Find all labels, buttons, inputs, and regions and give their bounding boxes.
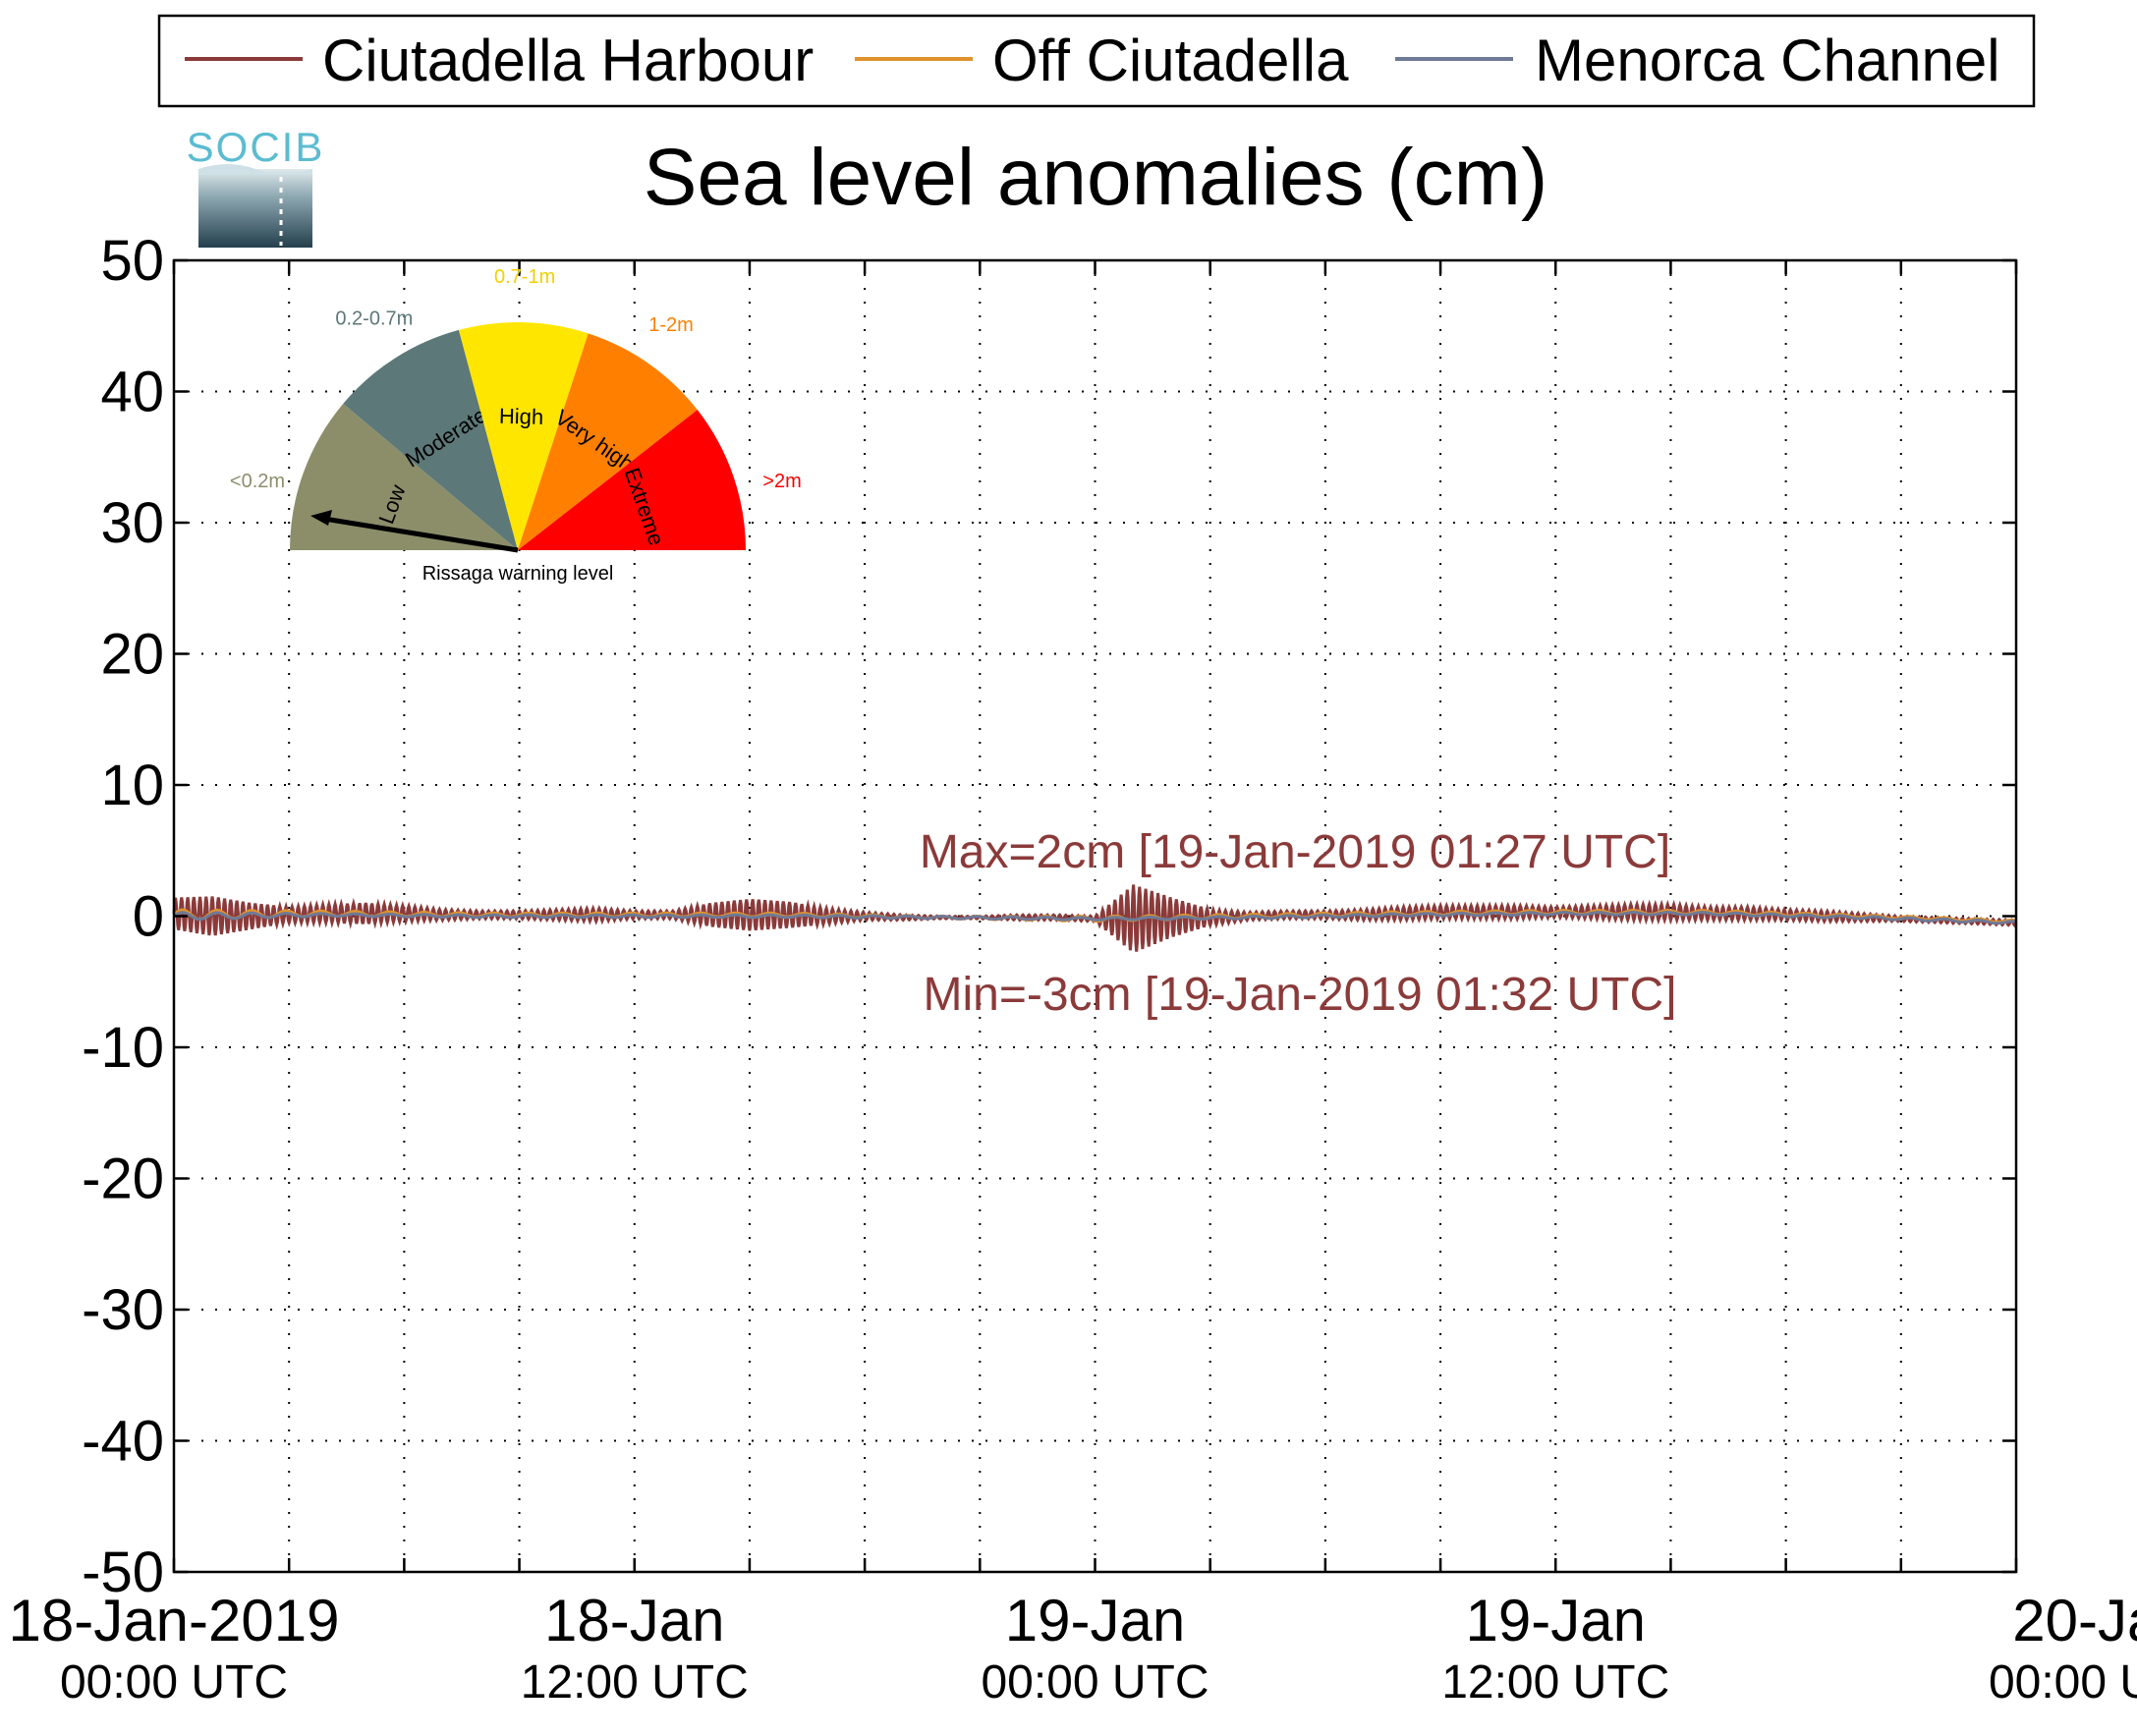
max-annotation: Max=2cm [19-Jan-2019 01:27 UTC] — [920, 826, 1670, 878]
gauge-sector-very-high — [518, 333, 698, 550]
x-tick-label-date: 19-Jan — [1466, 1588, 1646, 1653]
gauge-range-label-very-high: 1-2m — [648, 314, 694, 336]
gauge-title: Rissaga warning level — [422, 563, 614, 585]
socib-logo: SOCIB — [187, 124, 325, 248]
x-tick-label-time: 00:00 UTC — [981, 1656, 1209, 1708]
logo-wave — [198, 164, 312, 175]
x-tick-label-time: 12:00 UTC — [1441, 1656, 1669, 1708]
x-tick-label-date: 18-Jan — [544, 1588, 724, 1653]
chart-title: Sea level anomalies (cm) — [644, 133, 1548, 222]
y-tick-label: 40 — [100, 361, 164, 424]
y-tick-label: 20 — [100, 623, 164, 687]
gauge-range-label-low: <0.2m — [230, 471, 285, 492]
gauge-range-label-extreme: >2m — [762, 471, 801, 492]
x-tick-label-date: 19-Jan — [1005, 1588, 1185, 1653]
y-tick-label: -30 — [82, 1278, 164, 1342]
logo-water-block — [198, 169, 312, 248]
gauge-sector-high — [458, 322, 589, 550]
gauge-range-label-moderate: 0.2-0.7m — [335, 308, 413, 330]
gauge-needle-tip — [310, 510, 332, 526]
y-tick-label: 50 — [100, 229, 164, 293]
y-tick-label: -50 — [82, 1540, 164, 1604]
x-tick-label-date: 20-Jan — [2012, 1588, 2137, 1653]
y-tick-label: -40 — [82, 1410, 164, 1474]
y-tick-label: -10 — [82, 1016, 164, 1080]
y-tick-label: 10 — [100, 754, 164, 817]
gauge-sector-moderate — [343, 329, 518, 550]
gauge-needle — [323, 516, 519, 553]
legend-label-off-ciutadella: Off Ciutadella — [992, 28, 1349, 93]
legend-box — [157, 14, 2036, 108]
x-tick-label-time: 12:00 UTC — [521, 1656, 749, 1708]
gauge-range-label-high: 0.7-1m — [494, 266, 555, 288]
x-tick-label-time: 00:00 UTC — [60, 1656, 288, 1708]
series-line-menorca-channel — [173, 910, 2017, 925]
gauge-sector-label-high: High — [499, 404, 544, 429]
y-tick-label: 30 — [100, 491, 164, 555]
gauge-sector-extreme — [518, 410, 746, 550]
plot-area: 50403020100-10-20-30-40-5018-Jan-201900:… — [9, 229, 2137, 1708]
x-tick-label-date: 18-Jan-2019 — [9, 1588, 340, 1653]
legend-label-ciutadella-harbour: Ciutadella Harbour — [322, 28, 814, 93]
y-tick-label: -20 — [82, 1148, 164, 1211]
logo-text: SOCIB — [187, 124, 325, 170]
gauge-sector-low — [290, 403, 518, 550]
y-tick-label: 0 — [133, 885, 164, 949]
min-annotation: Min=-3cm [19-Jan-2019 01:32 UTC] — [923, 969, 1676, 1021]
legend-label-menorca-channel: Menorca Channel — [1535, 28, 2000, 93]
legend: Ciutadella Harbour Off Ciutadella Menorc… — [157, 14, 2036, 108]
x-tick-label-time: 00:00 UTC — [1989, 1656, 2137, 1708]
